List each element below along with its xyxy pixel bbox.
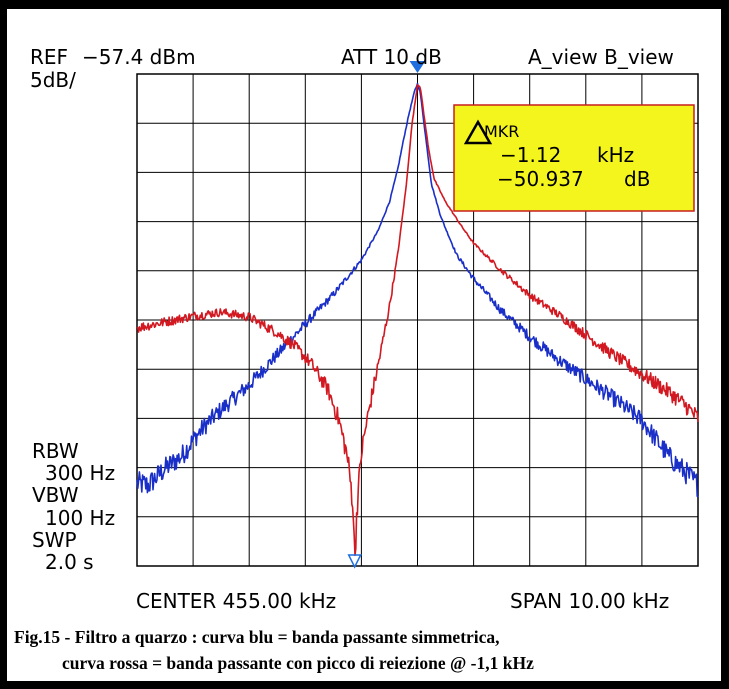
- red-trace: [136, 84, 699, 557]
- vbw-label: VBW: [32, 483, 79, 507]
- caption-line-2: curva rossa = banda passante con picco d…: [62, 653, 534, 673]
- attenuation-label: ATT 10 dB: [341, 45, 442, 69]
- view-label: A_view B_view: [528, 45, 674, 69]
- rbw-label: RBW: [32, 439, 79, 463]
- center-frequency-label: CENTER 455.00 kHz: [136, 589, 336, 613]
- marker-readout-box: [453, 104, 695, 212]
- marker-title: MKR: [484, 122, 519, 141]
- swp-label: SWP: [32, 528, 77, 552]
- vbw-value: 100 Hz: [45, 506, 115, 530]
- marker-freq-value: −1.12: [500, 143, 561, 167]
- rbw-value: 300 Hz: [45, 461, 115, 485]
- marker-level-unit: dB: [624, 167, 650, 191]
- blue-trace: [136, 82, 699, 498]
- span-label: SPAN 10.00 kHz: [510, 589, 669, 613]
- ref-value: −57.4 dBm: [82, 45, 196, 69]
- reference-marker-icon: [409, 61, 426, 73]
- scale-label: 5dB/: [30, 68, 76, 92]
- delta-marker-icon: [347, 554, 362, 569]
- ref-label: REF: [30, 45, 68, 69]
- marker-freq-unit: kHz: [597, 143, 634, 167]
- caption-line-1: Fig.15 - Filtro a quarzo : curva blu = b…: [14, 627, 500, 647]
- delta-icon: [463, 119, 493, 145]
- swp-value: 2.0 s: [45, 550, 94, 574]
- marker-level-value: −50.937: [497, 167, 584, 191]
